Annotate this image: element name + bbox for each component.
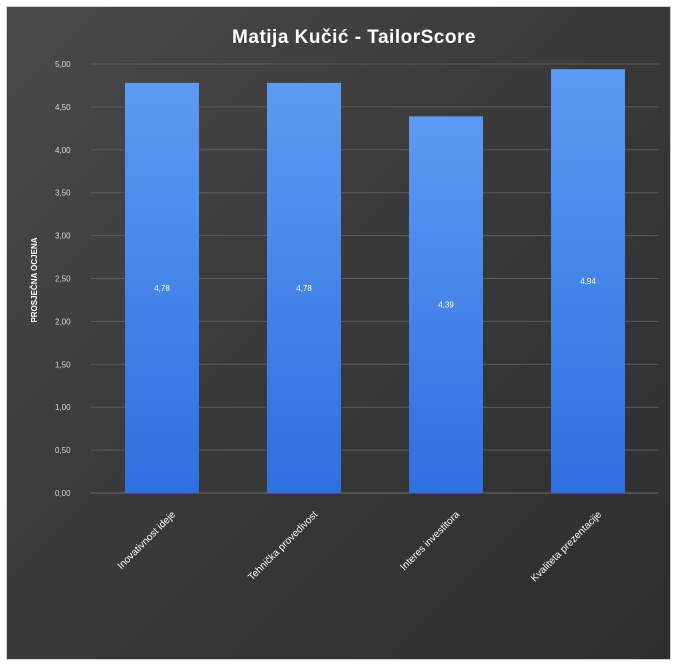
y-tick-label: 3,50 [55,189,71,198]
y-tick-label: 4,00 [55,146,71,155]
data-label: 4,78 [296,284,312,293]
x-tick-label: Inovativnost ideje [116,509,179,572]
x-tick-label: Kvaliteta prezentacije [529,509,604,584]
y-tick-label: 4,50 [55,103,71,112]
y-tick-label: 0,00 [55,489,71,498]
y-tick-label: 2,50 [55,275,71,284]
x-tick-label: Tehnička provedivost [246,509,320,583]
bar [551,69,625,493]
y-axis-label: PROSJEČNA OCJENA [30,237,39,322]
y-tick-label: 1,00 [55,403,71,412]
y-tick-label: 0,50 [55,446,71,455]
y-tick-label: 5,00 [55,60,71,69]
bar-chart: Matija Kučić - TailorScore PROSJEČNA OCJ… [30,27,659,584]
chart-frame: Matija Kučić - TailorScore PROSJEČNA OCJ… [6,6,671,660]
y-tick-label: 1,50 [55,360,71,369]
bar [125,82,199,493]
chart-title: Matija Kučić - TailorScore [232,27,476,48]
data-label: 4,39 [438,301,454,310]
data-label: 4,94 [580,277,596,286]
bar [267,82,341,493]
y-tick-label: 2,00 [55,317,71,326]
x-tick-label: Interes investitora [399,509,463,573]
y-tick-label: 3,00 [55,232,71,241]
data-label: 4,78 [154,284,170,293]
bar [409,116,483,493]
